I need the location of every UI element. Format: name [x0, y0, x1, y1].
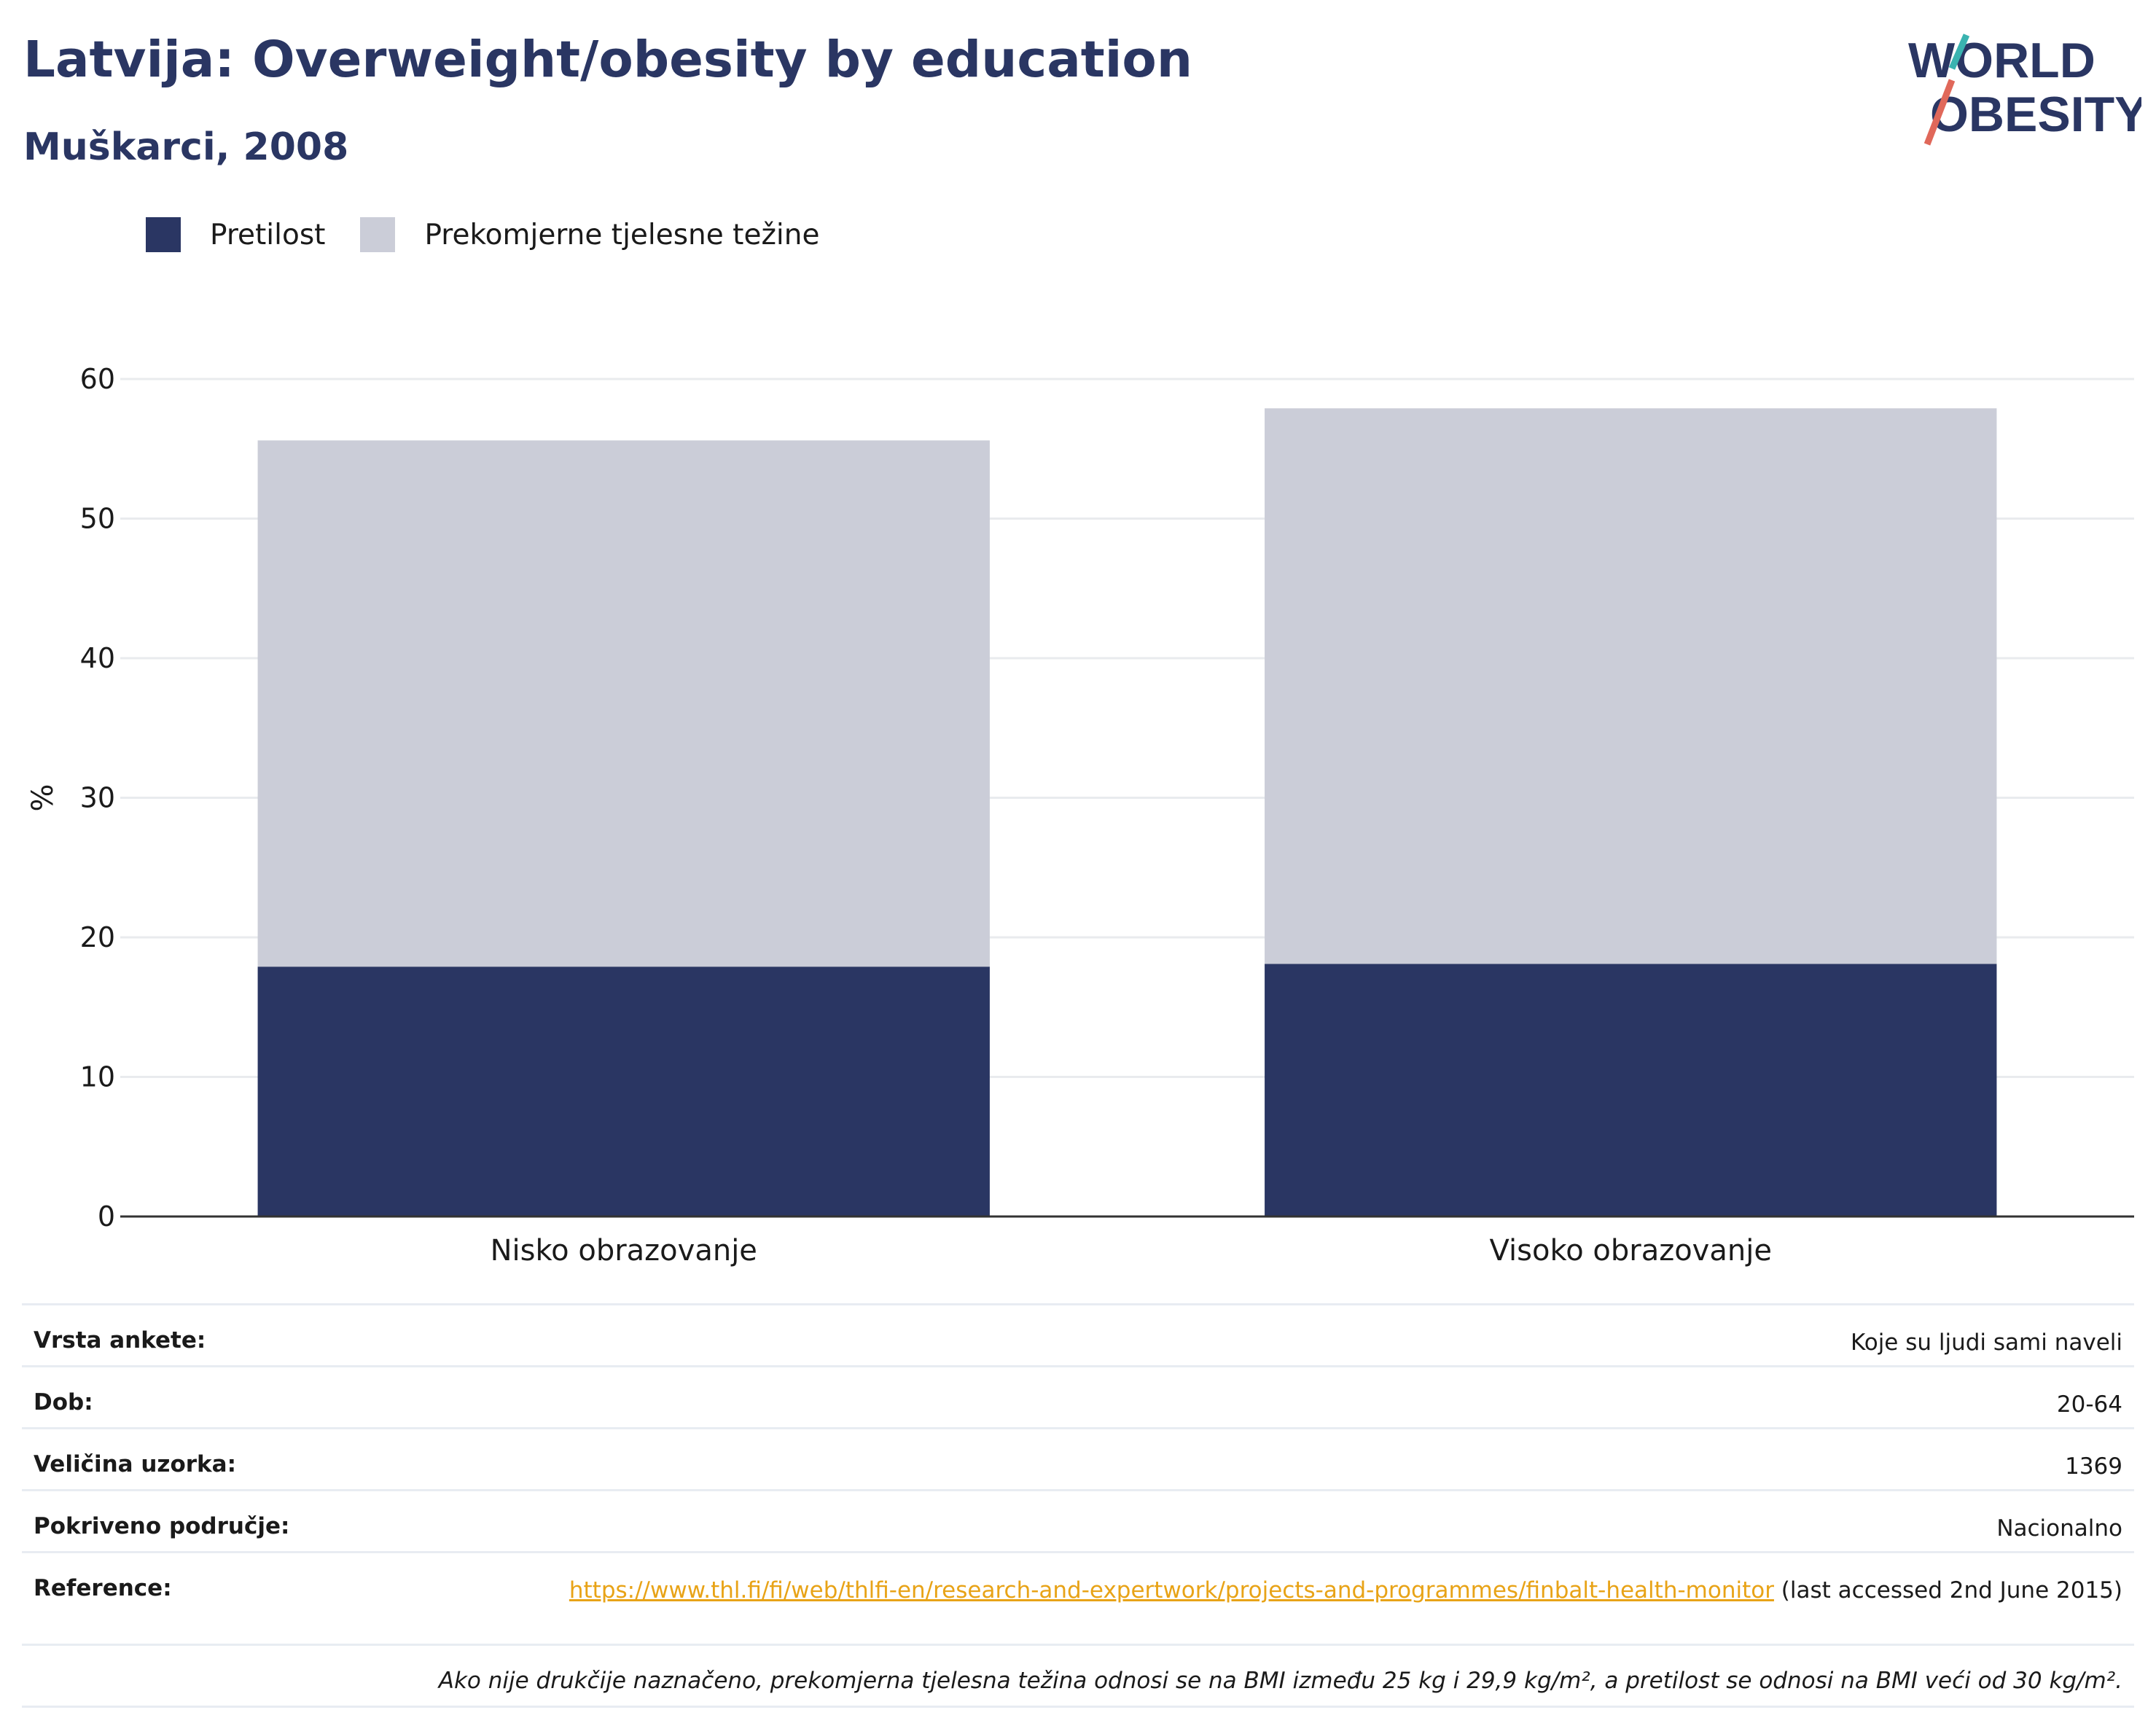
legend-label-obesity: Pretilost — [210, 218, 326, 251]
info-row-age: Dob: 20-64 — [22, 1365, 2134, 1427]
legend-label-overweight: Prekomjerne tjelesne težine — [424, 218, 820, 251]
y-tick-label-30: 30 — [80, 782, 115, 814]
chart-title: Latvija: Overweight/obesity by education — [23, 31, 1192, 89]
reference-link[interactable]: https://www.thl.fi/fi/web/thlfi-en/resea… — [569, 1577, 1774, 1604]
logo-line1: WORLD — [1908, 33, 2096, 88]
survey-type-value: Koje su ljudi sami naveli — [1850, 1329, 2122, 1356]
reference-value: https://www.thl.fi/fi/web/thlfi-en/resea… — [569, 1575, 2122, 1606]
legend-item-overweight[interactable]: Prekomjerne tjelesne težine — [360, 217, 819, 252]
bar-overweight-0 — [257, 440, 990, 967]
y-tick-label-40: 40 — [80, 642, 115, 674]
y-tick-label-60: 60 — [80, 363, 115, 395]
sample-size-label: Veličina uzorka: — [34, 1451, 236, 1477]
reference-label: Reference: — [34, 1575, 172, 1601]
legend-swatch-overweight — [360, 217, 396, 252]
reference-note: (last accessed 2nd June 2015) — [1773, 1577, 2122, 1604]
info-row-survey-type: Vrsta ankete: Koje su ljudi sami naveli — [22, 1303, 2134, 1365]
x-tick-label-0: Nisko obrazovanje — [491, 1234, 757, 1268]
logo-slash-bottom — [1923, 79, 1956, 146]
info-row-area: Pokriveno područje: Nacionalno — [22, 1489, 2134, 1551]
chart-legend: Pretilost Prekomjerne tjelesne težine — [146, 217, 854, 252]
survey-info-table: Vrsta ankete: Koje su ljudi sami naveli … — [22, 1303, 2134, 1708]
info-row-reference: Reference: https://www.thl.fi/fi/web/thl… — [22, 1551, 2134, 1644]
bar-obesity-0 — [257, 966, 990, 1216]
area-value: Nacionalno — [1996, 1515, 2122, 1542]
bar-overweight-1 — [1265, 408, 1997, 964]
y-axis-label: % — [26, 784, 60, 811]
world-obesity-logo: WORLD OBESITY — [1908, 33, 2141, 146]
stacked-bar-chart: 0 10 20 30 40 50 60% Nisko obrazovanje Visoko ob… — [26, 363, 2134, 1268]
bar-obesity-1 — [1265, 964, 1997, 1216]
legend-swatch-obesity — [146, 217, 181, 252]
sample-size-value: 1369 — [2065, 1453, 2122, 1480]
chart-subtitle: Muškarci, 2008 — [23, 125, 349, 169]
x-tick-label-1: Visoko obrazovanje — [1490, 1234, 1772, 1268]
info-row-sample-size: Veličina uzorka: 1369 — [22, 1427, 2134, 1489]
y-tick-label-10: 10 — [80, 1061, 115, 1093]
age-label: Dob: — [34, 1389, 93, 1415]
area-label: Pokriveno područje: — [34, 1513, 290, 1539]
survey-type-label: Vrsta ankete: — [34, 1327, 206, 1354]
definition-footnote: Ako nije drukčije naznačeno, prekomjerna… — [22, 1644, 2134, 1708]
logo-slash-top — [1948, 34, 1970, 70]
y-tick-label-0: 0 — [98, 1200, 115, 1233]
legend-item-obesity[interactable]: Pretilost — [146, 217, 325, 252]
age-value: 20-64 — [2056, 1391, 2122, 1418]
y-tick-label-50: 50 — [80, 503, 115, 535]
logo-line2: OBESITY — [1930, 87, 2141, 142]
y-tick-label-20: 20 — [80, 921, 115, 953]
